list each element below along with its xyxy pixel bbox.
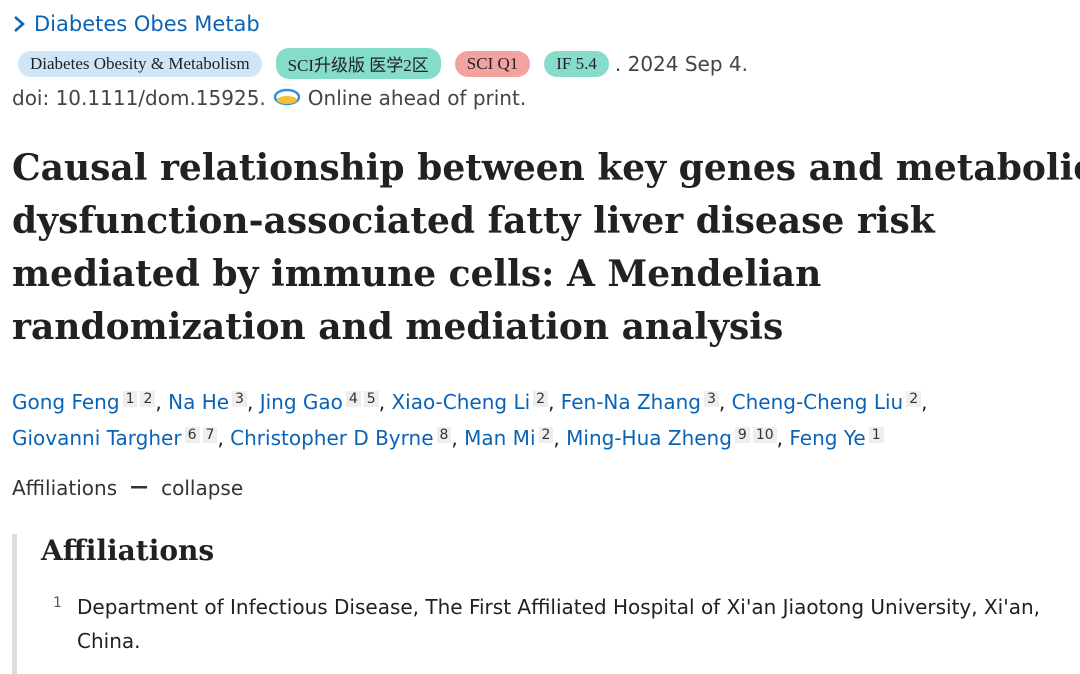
article-title: Causal relationship between key genes an…: [12, 142, 1080, 354]
author: Christopher D Byrne 8,: [230, 426, 458, 450]
author-name[interactable]: Na He: [168, 390, 230, 414]
badge: SCI升级版 医学2区: [275, 48, 441, 79]
toggle-label: Affiliations: [12, 476, 118, 500]
author: Jing Gao 4 5,: [260, 390, 385, 414]
title-line: mediated by immune cells: A Mendelian: [12, 253, 822, 295]
affiliation-ref[interactable]: 2: [538, 427, 554, 443]
status: Online ahead of print.: [307, 86, 527, 110]
affiliations-section: Affiliations 1 Department of Infectious …: [12, 534, 1077, 674]
author: Na He 3,: [168, 390, 253, 414]
separator: ,: [217, 426, 224, 450]
author-name[interactable]: Giovanni Targher: [12, 426, 182, 450]
badge: Diabetes Obesity & Metabolism: [18, 50, 262, 77]
separator: ,: [451, 426, 458, 450]
author: Man Mi 2,: [464, 426, 560, 450]
doi-line: doi: 10.1111/dom.15925. Online ahead of …: [12, 86, 526, 110]
page: {"journal": "Diabetes Obes Metab", "badg…: [12, 12, 1080, 674]
title-line: Causal relationship between key genes an…: [12, 147, 1080, 189]
affiliation-item: 1 Department of Infectious Disease, The …: [53, 590, 1063, 658]
author-name[interactable]: Fen-Na Zhang: [560, 390, 701, 414]
author-name[interactable]: Xiao-Cheng Li: [391, 390, 531, 414]
affiliation-ref[interactable]: 2: [533, 391, 549, 407]
author: Giovanni Targher 6 7,: [12, 426, 224, 450]
author: Gong Feng 1 2,: [12, 390, 162, 414]
affiliation-ref[interactable]: 6: [184, 427, 200, 443]
title-line: randomization and mediation analysis: [12, 306, 784, 348]
affiliation-ref[interactable]: 9: [734, 427, 750, 443]
author-name[interactable]: Christopher D Byrne: [230, 426, 434, 450]
affiliation-ref[interactable]: 7: [202, 427, 218, 443]
affiliation-ref[interactable]: 10: [752, 427, 777, 443]
affiliation-ref[interactable]: 3: [232, 391, 247, 407]
separator: ,: [378, 390, 386, 414]
author-name[interactable]: Jing Gao: [259, 390, 343, 414]
affiliation-text: Department of Infectious Disease, The Fi…: [77, 595, 1041, 653]
affiliation-ref[interactable]: 2: [906, 391, 922, 407]
author: Xiao-Cheng Li 2,: [391, 390, 554, 414]
author-name[interactable]: Gong Feng: [12, 390, 120, 414]
affiliation-number: 1: [53, 595, 62, 611]
journal-link[interactable]: Diabetes Obes Metab: [12, 12, 260, 36]
badge-row: Diabetes Obesity & Metabolism SCI升级版 医学2…: [18, 48, 748, 79]
author: Cheng-Cheng Liu 2,: [732, 390, 928, 414]
journal-name[interactable]: Diabetes Obes Metab: [34, 12, 260, 36]
separator: ,: [776, 426, 784, 450]
separator: ,: [921, 390, 928, 414]
affiliation-ref[interactable]: 2: [140, 391, 156, 407]
author-list: Gong Feng 1 2, Na He 3, Jing Gao 4 5, Xiao-Ch…: [12, 384, 1072, 456]
pub-date: . 2024 Sep 4.: [614, 51, 748, 76]
separator: ,: [548, 390, 555, 414]
separator: ,: [553, 426, 560, 450]
separator: ,: [155, 390, 162, 414]
author-name[interactable]: Cheng-Cheng Liu: [731, 390, 904, 414]
affiliations-toggle[interactable]: Affiliations collapse: [12, 476, 243, 500]
minus-icon: [131, 486, 148, 489]
separator: ,: [246, 390, 254, 414]
affiliation-ref[interactable]: 1: [868, 427, 884, 443]
affiliation-ref[interactable]: 4: [345, 391, 361, 407]
badge: SCI Q1: [454, 50, 531, 77]
separator: ,: [718, 390, 726, 414]
author-name[interactable]: Ming-Hua Zheng: [566, 426, 732, 450]
badge: IF 5.4: [544, 50, 609, 77]
affiliation-ref[interactable]: 3: [703, 391, 719, 407]
author: Fen-Na Zhang 3,: [561, 390, 725, 414]
author-name[interactable]: Man Mi: [464, 426, 536, 450]
affiliation-ref[interactable]: 8: [436, 427, 452, 443]
author-name[interactable]: Feng Ye: [789, 426, 866, 450]
doi: doi: 10.1111/dom.15925.: [12, 86, 266, 110]
author: Feng Ye 1: [789, 426, 884, 450]
affiliation-ref[interactable]: 5: [363, 391, 379, 407]
epub-icon: [273, 88, 301, 106]
chevron-icon: [14, 16, 25, 32]
affiliations-heading: Affiliations: [41, 534, 215, 567]
toggle-action[interactable]: collapse: [161, 476, 244, 500]
author: Ming-Hua Zheng 9 10,: [566, 426, 783, 450]
title-line: dysfunction-associated fatty liver disea…: [12, 200, 935, 242]
affiliation-ref[interactable]: 1: [122, 391, 138, 407]
